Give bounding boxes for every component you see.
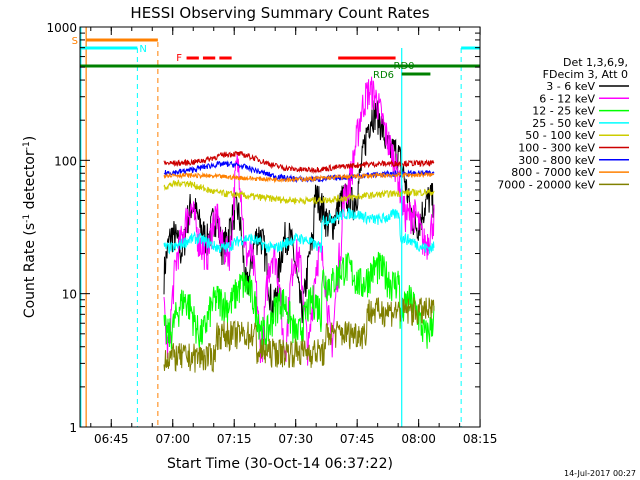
rd6-label: RD6 [373, 70, 394, 81]
series-line [163, 251, 435, 352]
legend-label: 300 - 800 keV [518, 154, 595, 167]
legend-header-line1: Det 1,3,6,9, [563, 56, 628, 69]
y-axis-label-part3: ) [22, 136, 38, 141]
legend-label: 100 - 300 keV [518, 142, 595, 155]
y-axis-label-sup1: -1 [22, 214, 32, 223]
y-tick-label: 1 [69, 421, 77, 435]
x-tick-label: 08:15 [463, 432, 498, 446]
x-tick-label: 07:15 [217, 432, 252, 446]
x-tick-label: 06:45 [94, 432, 129, 446]
legend-label: 50 - 100 keV [525, 129, 595, 142]
legend-label: 6 - 12 keV [539, 92, 595, 105]
legend-label: 7000 - 20000 keV [497, 178, 595, 191]
legend: Det 1,3,6,9, FDecim 3, Att 0 3 - 6 keV6 … [497, 56, 629, 191]
x-axis: 06:45 07:00 07:15 07:30 07:45 08:00 08:15 [90, 27, 498, 446]
series-line [163, 150, 435, 175]
legend-label: 800 - 7000 keV [511, 166, 595, 179]
series-line [163, 76, 435, 366]
flare-label: F [176, 53, 182, 64]
legend-label: 25 - 50 keV [532, 117, 595, 130]
x-tick-label: 07:45 [340, 432, 375, 446]
y-axis-label: Count Rate (s-1 detector-1) [22, 136, 38, 318]
x-tick-label: 07:30 [278, 432, 313, 446]
night-label: N [139, 44, 146, 55]
y-tick-label: 10 [62, 288, 77, 302]
series-line [163, 179, 435, 206]
y-tick-label: 1000 [46, 21, 77, 35]
rd0-label: RD0 [394, 61, 415, 72]
legend-label: 12 - 25 keV [532, 105, 595, 118]
series-line [163, 207, 435, 255]
generation-timestamp: 14-Jul-2017 00:27 [564, 469, 636, 478]
series-line [163, 171, 435, 184]
x-tick-label: 08:00 [401, 432, 436, 446]
y-axis-label-part1: Count Rate (s [22, 223, 38, 318]
y-axis: 1 10 100 1000 [46, 21, 480, 435]
legend-label: 3 - 6 keV [546, 80, 595, 93]
y-axis-label-sup2: -1 [22, 141, 32, 150]
y-tick-label: 100 [54, 154, 77, 168]
x-axis-label: Start Time (30-Oct-14 06:37:22) [167, 456, 393, 472]
series-layer [163, 76, 435, 373]
chart-title: HESSI Observing Summary Count Rates [130, 4, 429, 22]
legend-header-line2: FDecim 3, Att 0 [543, 68, 628, 81]
x-tick-label: 07:00 [155, 432, 190, 446]
saa-label: S [72, 36, 78, 47]
plot-frame [79, 26, 481, 428]
y-axis-label-part2: detector [22, 150, 38, 214]
series-line [163, 297, 435, 373]
